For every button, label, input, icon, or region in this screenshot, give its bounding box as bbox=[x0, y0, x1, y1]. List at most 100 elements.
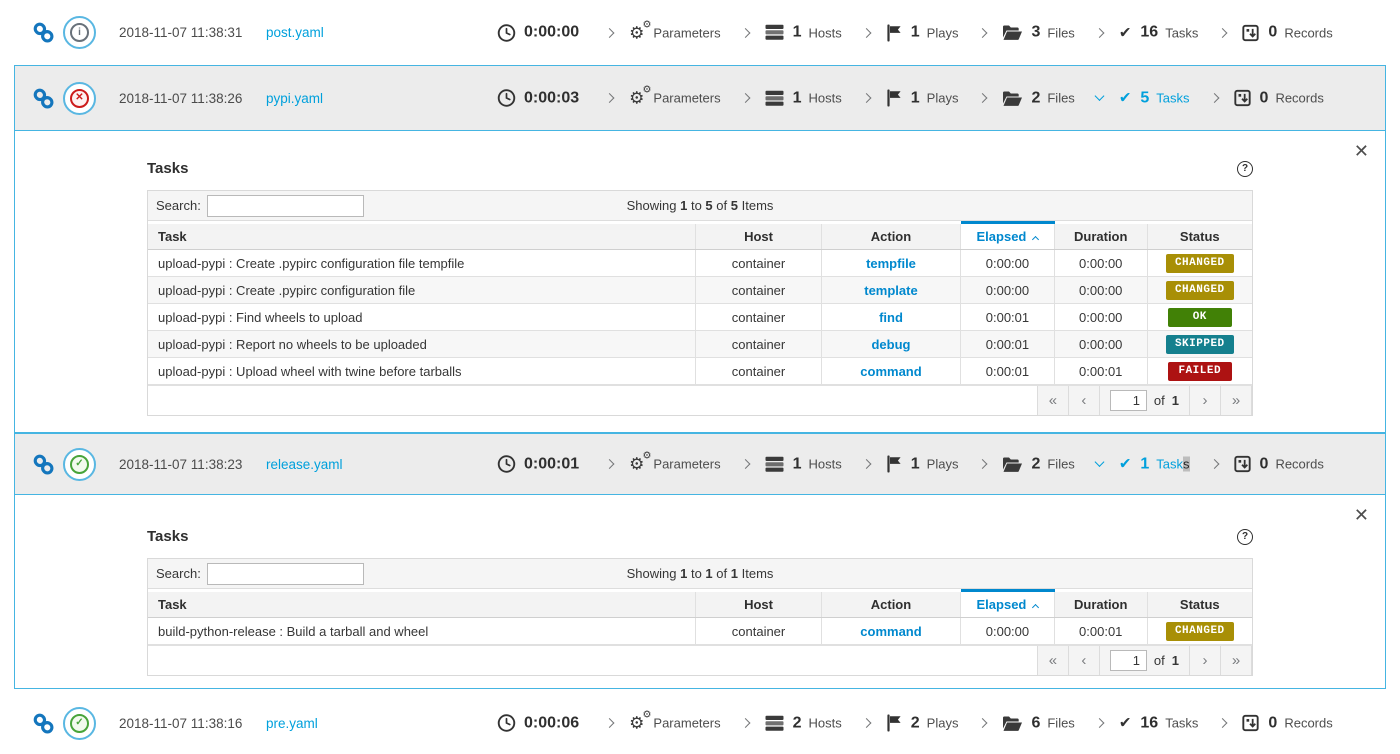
segment-records[interactable]: 0 Records bbox=[1217, 24, 1333, 42]
col-header-elapsed-sorted[interactable]: Elapsed bbox=[960, 589, 1055, 618]
gears-icon: ⚙ ⚙ bbox=[629, 84, 652, 108]
col-header-status[interactable]: Status bbox=[1146, 590, 1252, 618]
flag-icon bbox=[886, 89, 902, 107]
help-icon[interactable]: ? bbox=[1237, 160, 1253, 177]
clock-icon bbox=[497, 455, 516, 473]
records-icon bbox=[1233, 455, 1251, 473]
duration-cell: 0:00:01 bbox=[1053, 357, 1148, 385]
chevron-right-icon bbox=[861, 459, 872, 469]
segment-plays[interactable]: 1 Plays bbox=[861, 455, 958, 473]
permalink-icon[interactable] bbox=[32, 87, 55, 110]
segment-files[interactable]: 2 Files bbox=[978, 89, 1075, 107]
action-link[interactable]: template bbox=[864, 282, 918, 298]
chevron-right-icon bbox=[604, 718, 615, 728]
segment-files[interactable]: 3 Files bbox=[978, 24, 1075, 42]
col-header-elapsed-sorted[interactable]: Elapsed bbox=[960, 221, 1055, 250]
segment-parameters[interactable]: ⚙ ⚙ Parameters bbox=[604, 19, 721, 42]
host-cell: container bbox=[695, 330, 822, 358]
permalink-icon[interactable] bbox=[32, 712, 55, 735]
last-page-button[interactable]: » bbox=[1221, 646, 1252, 675]
chevron-right-icon bbox=[1209, 459, 1219, 469]
hosts-icon bbox=[765, 24, 784, 41]
chevron-right-icon bbox=[740, 459, 751, 469]
search-input[interactable] bbox=[206, 562, 364, 585]
col-header-status[interactable]: Status bbox=[1146, 222, 1252, 250]
chevron-right-icon bbox=[604, 93, 615, 103]
segment-plays[interactable]: 1 Plays bbox=[861, 89, 958, 107]
elapsed-cell: 0:00:01 bbox=[960, 303, 1055, 331]
flag-icon bbox=[886, 24, 902, 41]
help-icon[interactable]: ? bbox=[1237, 528, 1253, 545]
col-header-duration[interactable]: Duration bbox=[1053, 222, 1148, 250]
check-icon: ✔ bbox=[1118, 89, 1132, 107]
chevron-right-icon bbox=[861, 93, 872, 103]
col-header-host[interactable]: Host bbox=[695, 222, 822, 250]
col-header-task[interactable]: Task bbox=[148, 590, 697, 618]
permalink-icon[interactable] bbox=[32, 453, 55, 476]
playbook-link[interactable]: pre.yaml bbox=[266, 715, 318, 731]
segment-plays[interactable]: 1 Plays bbox=[861, 24, 958, 42]
first-page-button[interactable]: « bbox=[1037, 646, 1069, 675]
prev-page-button[interactable]: ‹ bbox=[1068, 646, 1100, 675]
playbook-link[interactable]: post.yaml bbox=[266, 25, 324, 40]
page-number-input[interactable] bbox=[1109, 650, 1147, 671]
status-badge: FAILED bbox=[1167, 361, 1232, 382]
folder-open-icon bbox=[1002, 25, 1023, 41]
close-icon[interactable]: ✕ bbox=[1353, 141, 1369, 161]
segment-tasks[interactable]: ✔ 16 Tasks bbox=[1094, 714, 1198, 732]
segment-tasks-expanded[interactable]: ✔ 5 Tasks bbox=[1094, 89, 1190, 107]
segment-plays[interactable]: 2 Plays bbox=[861, 714, 958, 732]
pagination: « ‹ of 1 › » bbox=[1036, 646, 1252, 675]
task-name-cell: upload-pypi : Report no wheels to be upl… bbox=[148, 330, 697, 358]
segment-files[interactable]: 2 Files bbox=[978, 455, 1075, 473]
action-link[interactable]: find bbox=[879, 309, 903, 325]
host-cell: container bbox=[695, 617, 822, 645]
segment-tasks[interactable]: ✔ 16 Tasks bbox=[1094, 24, 1198, 42]
task-name-cell: upload-pypi : Create .pypirc configurati… bbox=[148, 249, 697, 277]
task-row: upload-pypi : Find wheels to upload cont… bbox=[148, 303, 1252, 331]
close-icon[interactable]: ✕ bbox=[1353, 505, 1369, 525]
segment-records[interactable]: 0 Records bbox=[1217, 714, 1333, 732]
status-badge: SKIPPED bbox=[1165, 334, 1234, 355]
prev-page-button[interactable]: ‹ bbox=[1068, 386, 1100, 415]
chevron-right-icon bbox=[740, 718, 751, 728]
chevron-right-icon bbox=[1217, 718, 1228, 728]
search-input[interactable] bbox=[206, 194, 364, 217]
col-header-duration[interactable]: Duration bbox=[1053, 590, 1148, 618]
col-header-action[interactable]: Action bbox=[820, 222, 962, 250]
duration-cell: 0:00:01 bbox=[1053, 617, 1148, 645]
tasks-panel-pypi: ✕ Tasks ? Search: Showing 1 to 5 of 5 It… bbox=[14, 131, 1386, 433]
playbook-link[interactable]: release.yaml bbox=[266, 456, 343, 472]
segment-tasks-expanded[interactable]: ✔ 1 Tasks bbox=[1094, 455, 1190, 473]
col-header-action[interactable]: Action bbox=[820, 590, 962, 618]
permalink-icon[interactable] bbox=[32, 21, 55, 44]
task-name-cell: upload-pypi : Find wheels to upload bbox=[148, 303, 697, 331]
segment-parameters[interactable]: ⚙ ⚙ Parameters bbox=[604, 451, 721, 473]
segment-hosts[interactable]: 1 Hosts bbox=[740, 24, 842, 42]
playbook-link[interactable]: pypi.yaml bbox=[266, 90, 324, 106]
segment-hosts[interactable]: 1 Hosts bbox=[740, 455, 842, 473]
action-link[interactable]: command bbox=[860, 623, 922, 639]
gears-icon: ⚙ ⚙ bbox=[629, 19, 652, 42]
action-link[interactable]: tempfile bbox=[866, 255, 916, 271]
action-link[interactable]: debug bbox=[871, 336, 911, 352]
folder-open-icon bbox=[1002, 715, 1023, 731]
col-header-host[interactable]: Host bbox=[695, 590, 822, 618]
segment-parameters[interactable]: ⚙ ⚙ Parameters bbox=[604, 710, 721, 732]
segment-hosts[interactable]: 2 Hosts bbox=[740, 714, 842, 732]
flag-icon bbox=[886, 714, 902, 732]
segment-parameters[interactable]: ⚙ ⚙ Parameters bbox=[604, 84, 721, 108]
segment-records[interactable]: 0 Records bbox=[1209, 455, 1324, 473]
first-page-button[interactable]: « bbox=[1037, 386, 1069, 415]
segment-hosts[interactable]: 1 Hosts bbox=[740, 89, 842, 107]
col-header-task[interactable]: Task bbox=[148, 222, 697, 250]
status-failed-icon: ✕ bbox=[63, 81, 96, 115]
next-page-button[interactable]: › bbox=[1190, 386, 1221, 415]
last-page-button[interactable]: » bbox=[1221, 386, 1252, 415]
page-number-input[interactable] bbox=[1109, 390, 1147, 411]
action-link[interactable]: command bbox=[860, 363, 922, 379]
next-page-button[interactable]: › bbox=[1190, 646, 1221, 675]
task-row: upload-pypi : Create .pypirc configurati… bbox=[148, 249, 1252, 277]
segment-files[interactable]: 6 Files bbox=[978, 714, 1075, 732]
segment-records[interactable]: 0 Records bbox=[1209, 89, 1324, 107]
